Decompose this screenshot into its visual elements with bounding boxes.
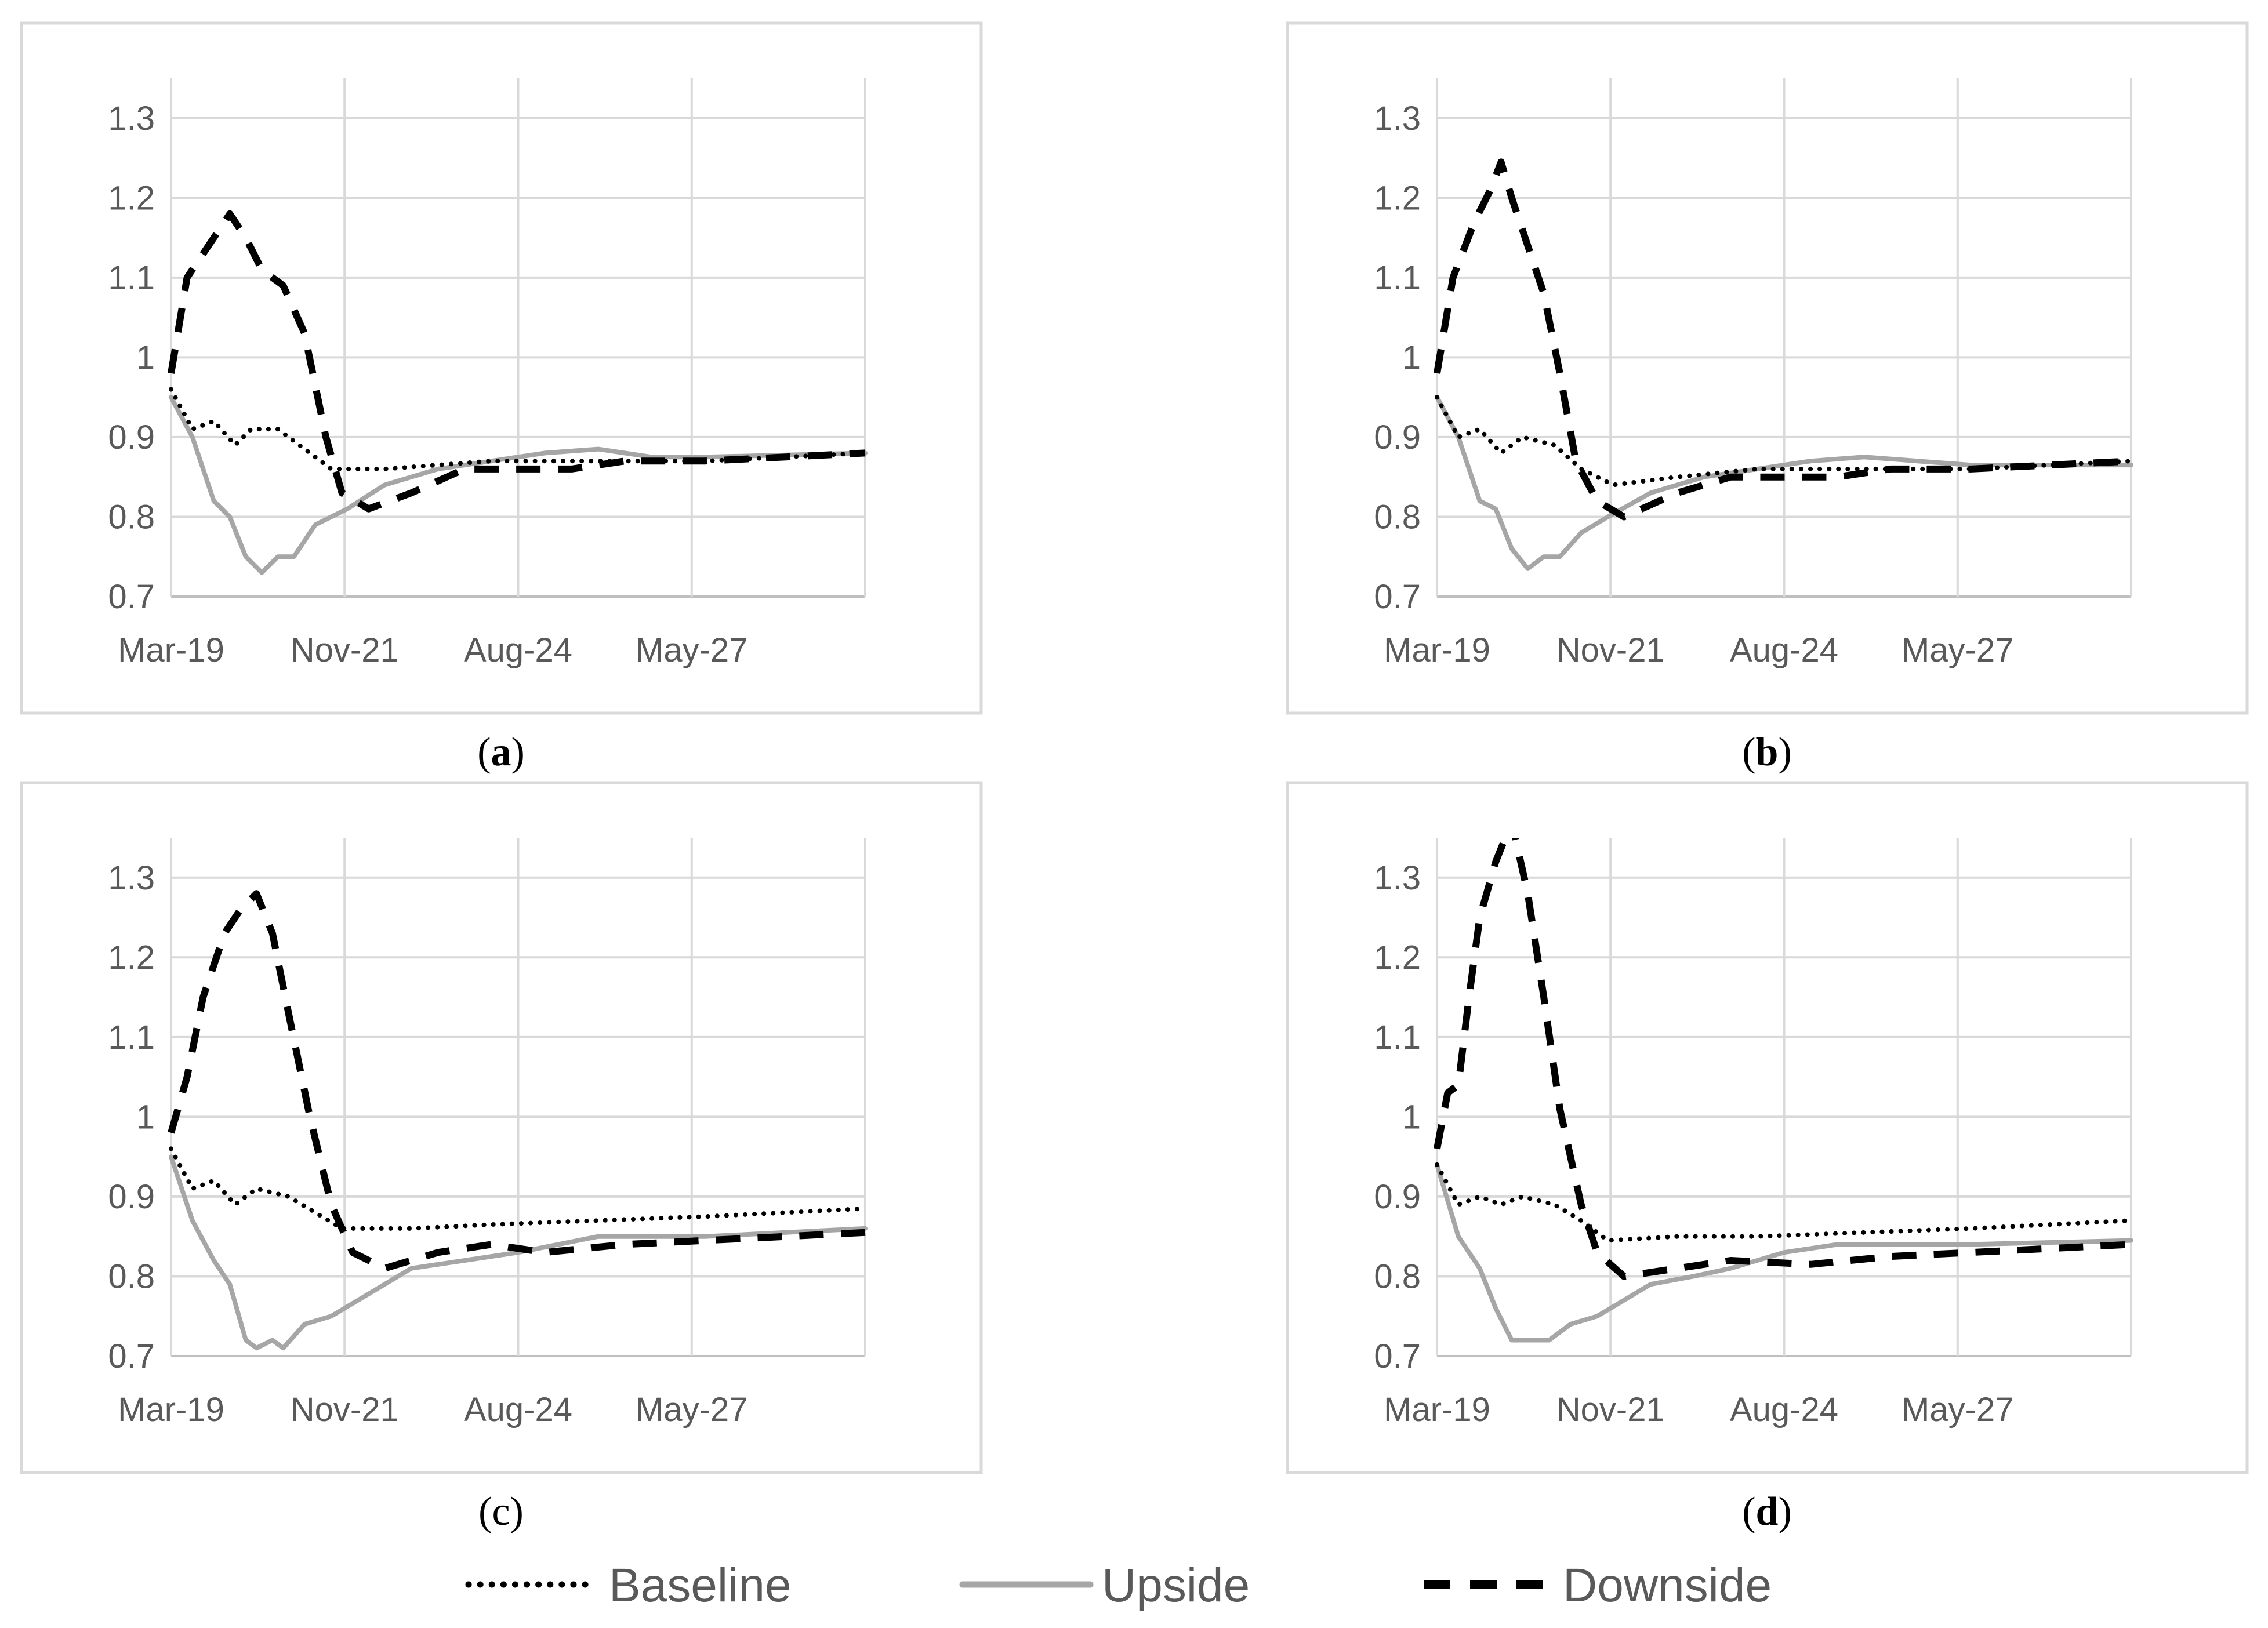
y-tick-label: 0.8: [1374, 498, 1421, 536]
series-line-upside: [1435, 395, 2133, 571]
x-tick-label: Nov-21: [291, 1391, 399, 1429]
x-tick-label: May-27: [636, 631, 747, 669]
y-tick-label: 1: [1402, 339, 1421, 376]
series-line-baseline: [1435, 395, 2133, 488]
y-tick-label: 1.3: [108, 859, 155, 897]
panel-letter-b: b: [1756, 730, 1779, 775]
legend-label-downside: Downside: [1563, 1559, 1772, 1612]
y-tick-label: 0.7: [108, 578, 155, 616]
x-tick-label: Aug-24: [1730, 1391, 1838, 1429]
y-tick-label: 1.3: [1374, 100, 1421, 137]
chart-frame: [1286, 781, 2249, 1474]
x-tick-label: Mar-19: [1384, 631, 1490, 669]
y-tick-label: 0.9: [108, 419, 155, 456]
panel-letter-a: a: [491, 730, 511, 775]
x-tick-label: Mar-19: [118, 1391, 224, 1429]
x-tick-label: Aug-24: [1730, 631, 1838, 669]
y-tick-label: 1.2: [108, 179, 155, 217]
y-tick-label: 1.1: [1374, 259, 1421, 297]
chart-panel-b: 0.7 0.8 0.9 1 1.1 1.2 1.3 Mar-19 Nov-21 Aug-24 Ma…: [1286, 21, 2249, 715]
x-tick-label: Aug-24: [464, 631, 572, 669]
x-tick-label: Nov-21: [291, 631, 399, 669]
y-tick-label: 1.1: [1374, 1019, 1421, 1056]
series-line-baseline: [1435, 1162, 2133, 1243]
y-tick-label: 1: [136, 339, 155, 376]
y-tick-label: 1.3: [1374, 859, 1421, 897]
panel-letter-c: c: [492, 1489, 510, 1534]
y-tick-label: 0.9: [1374, 419, 1421, 456]
y-tick-label: 0.7: [1374, 578, 1421, 616]
x-tick-label: Nov-21: [1556, 631, 1665, 669]
y-tick-label: 0.7: [1374, 1338, 1421, 1375]
x-tick-label: May-27: [636, 1391, 747, 1429]
panel-label-a: (a): [477, 730, 525, 775]
y-tick-label: 0.8: [108, 1258, 155, 1295]
chart-frame: [20, 21, 983, 715]
y-tick-label: 0.7: [108, 1338, 155, 1375]
series-line-upside: [169, 395, 868, 575]
series-line-downside: [168, 210, 866, 513]
series-line-upside: [1435, 1162, 2133, 1343]
y-tick-label: 1.2: [1374, 179, 1421, 217]
panel-letter-d: d: [1756, 1489, 1779, 1534]
legend: Baseline Upside Downside: [465, 1559, 1772, 1612]
panel-label-b: (b): [1742, 730, 1792, 775]
x-tick-label: Mar-19: [1384, 1391, 1490, 1429]
y-tick-label: 1.1: [108, 1019, 155, 1056]
series-line-downside: [168, 890, 866, 1272]
panel-label-c: (c): [478, 1489, 524, 1534]
legend-label-baseline: Baseline: [609, 1559, 792, 1612]
y-tick-label: 0.9: [1374, 1178, 1421, 1216]
y-tick-label: 1.2: [108, 939, 155, 976]
x-tick-label: Nov-21: [1556, 1391, 1665, 1429]
y-tick-label: 1.1: [108, 259, 155, 297]
x-tick-label: May-27: [1902, 631, 2013, 669]
chart-frame: [1286, 21, 2249, 715]
chart-panel-c: 0.7 0.8 0.9 1 1.1 1.2 1.3 Mar-19 Nov-21 Aug-24 Ma…: [20, 781, 983, 1474]
series-line-downside: [1434, 838, 2132, 1280]
y-tick-label: 1.2: [1374, 939, 1421, 976]
y-tick-label: 0.9: [108, 1178, 155, 1216]
y-tick-label: 1: [136, 1098, 155, 1136]
chart-panel-a: 0.7 0.8 0.9 1 1.1 1.2 1.3 Mar-19 Nov-21 Aug-24 Ma…: [20, 21, 983, 715]
series-line-baseline: [169, 1146, 868, 1231]
series-line-baseline: [169, 387, 868, 471]
chart-panel-d: 0.7 0.8 0.9 1 1.1 1.2 1.3 Mar-19 Nov-21 Aug-24 Ma…: [1286, 781, 2249, 1474]
y-tick-label: 0.8: [108, 498, 155, 536]
panel-label-d: (d): [1742, 1489, 1792, 1534]
y-tick-label: 1: [1402, 1098, 1421, 1136]
y-tick-label: 0.8: [1374, 1258, 1421, 1295]
x-tick-label: Mar-19: [118, 631, 224, 669]
legend-label-upside: Upside: [1102, 1559, 1250, 1612]
y-tick-label: 1.3: [108, 100, 155, 137]
x-tick-label: May-27: [1902, 1391, 2013, 1429]
chart-frame: [20, 781, 983, 1474]
x-tick-label: Aug-24: [464, 1391, 572, 1429]
